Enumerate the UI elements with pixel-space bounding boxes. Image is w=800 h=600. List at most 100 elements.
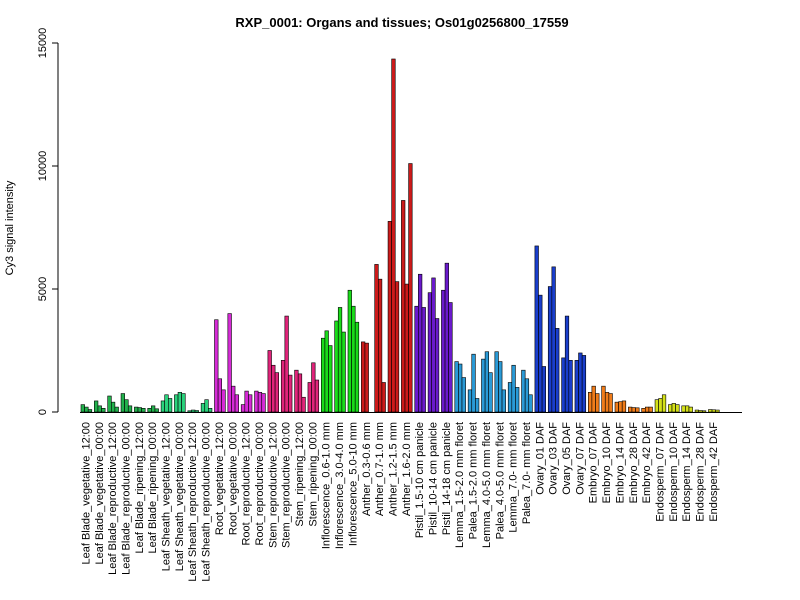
bar [618,401,623,413]
x-tick-label: Root_vegetative_12:00 [214,422,226,535]
x-tick-label: Inflorescence_0.6-1.0 mm [321,422,333,549]
bar [688,406,693,413]
bar [608,393,613,413]
x-tick-label: Leaf Sheath_reproductive_00:00 [201,422,213,582]
bar [97,405,102,413]
bar [538,294,543,413]
x-tick-label: Pistil_10-14 cm panicle [428,422,440,535]
x-tick-label: Ovary_01 DAF [534,422,546,495]
bar [614,401,619,413]
x-tick-label: Leaf Blade_reproductive_00:00 [120,422,132,575]
bar [134,406,139,413]
bar [147,408,152,413]
bar [114,406,119,413]
x-tick-label: Leaf Blade_reproductive_12:00 [107,422,119,575]
bar [141,408,146,413]
bar [454,361,459,413]
bar [498,361,503,413]
bar [641,408,646,413]
bar [294,369,299,413]
bar [418,273,423,413]
x-tick-label: Stem_reproductive_00:00 [281,422,293,548]
bar [261,393,266,413]
bar [101,408,106,413]
bar [507,382,513,413]
bar [164,394,169,413]
bar [354,321,360,413]
x-tick-label: Palea_4.0-5.0 mm floret [494,422,506,539]
x-tick-label: Anther_1.6-2.0 mm [401,422,413,516]
bar [591,385,596,413]
bar [467,389,473,413]
bar [715,409,720,413]
x-tick-label: Palea_1.5-2.0 mm floret [468,422,480,539]
bar [227,313,232,413]
bar [297,373,303,413]
x-tick-label: Lemma_1.5-2.0 mm floret [454,422,466,548]
y-axis: 0 5000 10000 15000 [37,28,59,415]
bar [94,400,99,413]
bar [564,315,570,413]
bar [568,360,573,413]
bar [654,399,659,413]
bar [604,392,610,413]
bar [248,394,253,413]
x-tick-label: Lemma_4.0-5.0 mm floret [481,422,493,548]
x-tick-label: Inflorescence_5.0-10 mm [347,422,359,546]
x-tick-label: Leaf Sheath_vegetative_00:00 [174,422,186,571]
bar [377,278,383,413]
bar [174,394,179,413]
bar [301,396,306,413]
x-tick-label: Endosperm_14 DAF [681,422,693,522]
bar [401,200,406,413]
bar [671,403,676,413]
bar [84,406,89,413]
x-tick-label: Leaf Blade_ripening_00:00 [147,422,159,554]
x-tick-label: Lemma_7.0- mm floret [508,422,520,533]
bar [234,394,239,413]
bar [628,406,633,413]
bar [484,351,490,413]
bar [458,363,463,413]
bar [574,360,579,413]
bar [561,357,566,413]
bar [257,392,263,413]
bar [381,382,386,413]
bar [675,404,680,413]
bar [408,163,413,413]
bar [631,407,636,413]
bar [208,408,213,413]
bar [244,390,249,413]
bar [274,372,280,413]
bar [280,360,286,413]
x-tick-label: Embryo_28 DAF [628,422,640,504]
x-tick-label: Endosperm_42 DAF [708,422,720,522]
bar [551,266,556,413]
bar [515,387,520,413]
bar [364,342,369,413]
y-axis-label: Cy3 signal intensity [4,180,16,275]
x-tick-label: Ovary_05 DAF [561,422,573,495]
bar [181,393,186,413]
x-tick-label: Embryo_07 DAF [588,422,600,504]
bar [511,364,516,413]
bar [107,395,112,413]
x-tick-label: Stem_ripening_12:00 [294,422,306,527]
bar [644,406,650,413]
bar [441,289,446,413]
bar [461,377,466,413]
bar [711,409,716,413]
x-axis-tick-labels: Leaf Blade_vegetative_12:00 Leaf Blade_ve… [80,422,719,582]
bar [668,404,673,413]
bar [177,392,182,413]
bar [635,407,640,413]
bar-series [80,58,720,413]
bar [314,379,320,413]
y-tick-label: 0 [37,409,49,415]
chart-title: RXP_0001: Organs and tissues; Os01g02568… [235,15,568,30]
bar [685,405,690,413]
bar [120,393,125,413]
bar [521,369,526,413]
x-tick-label: Anther_0.7-1.0 mm [374,422,386,516]
x-tick-label: Embryo_14 DAF [614,422,626,504]
